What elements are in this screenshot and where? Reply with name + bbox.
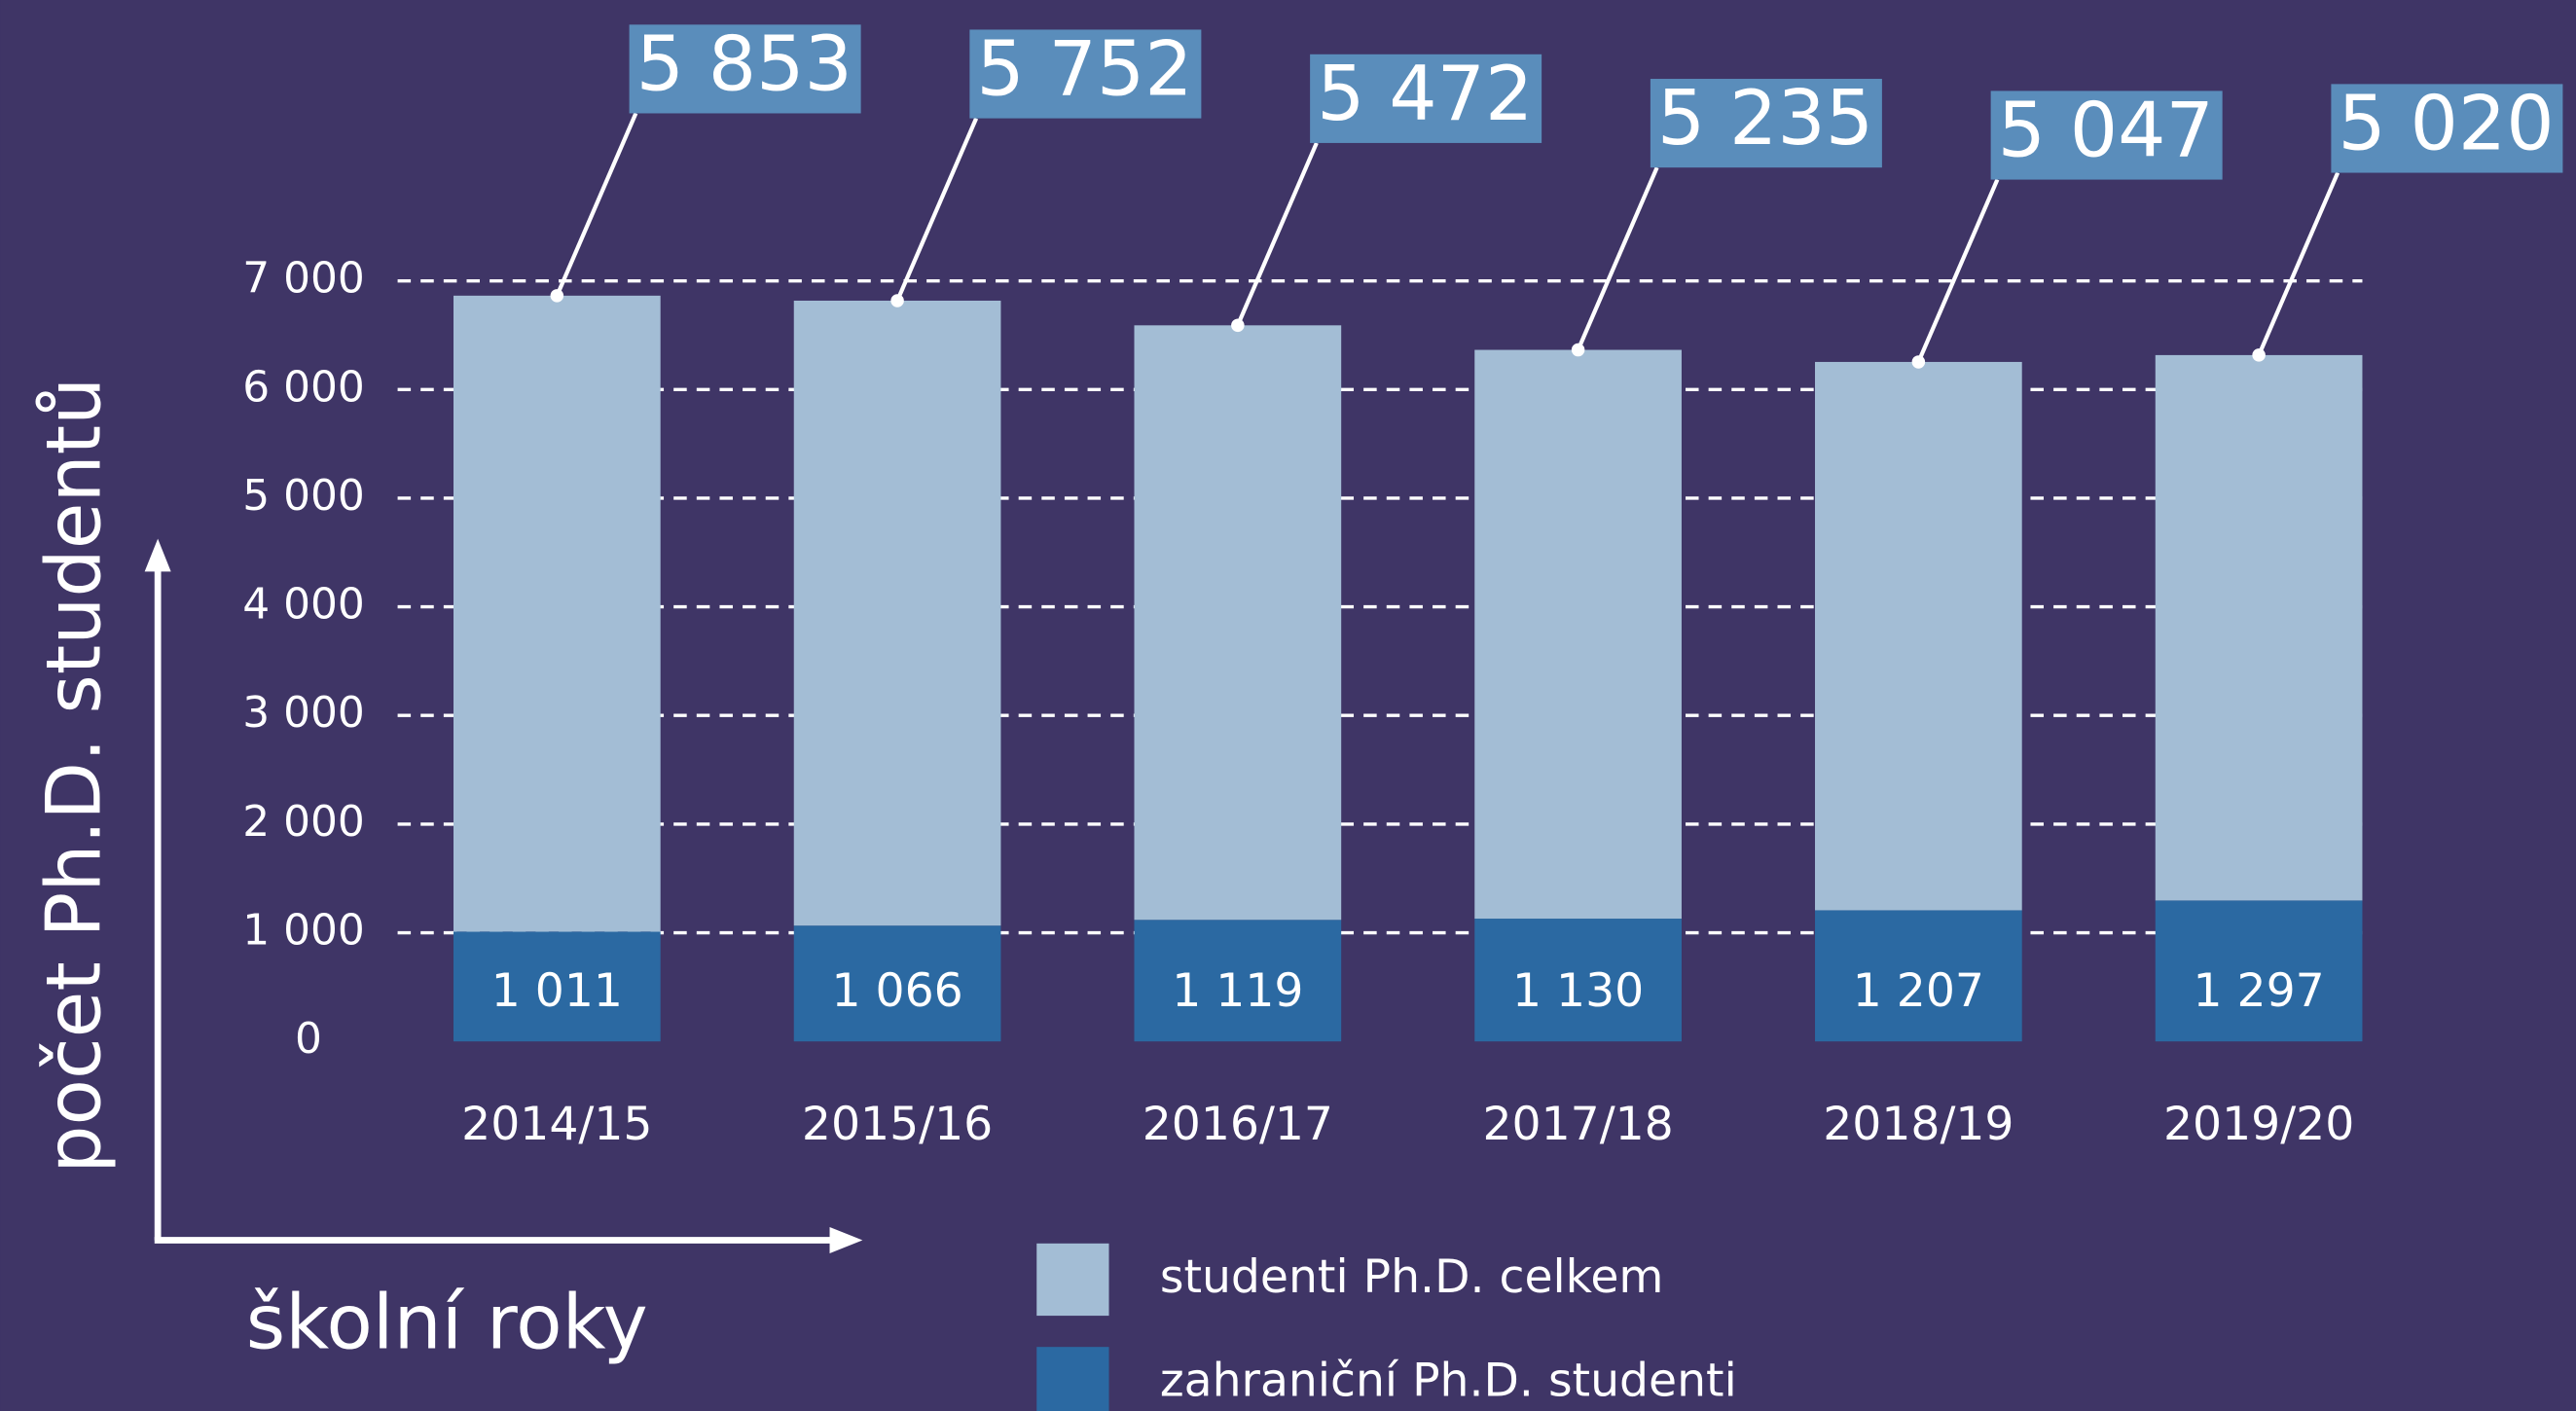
y-tick-label: 4 000 — [242, 580, 365, 630]
bar-segment — [2155, 354, 2363, 901]
bar-segment — [1474, 349, 1682, 920]
bar-segment — [453, 931, 661, 1042]
label-box — [1310, 54, 1542, 143]
value-label: 5 752 — [976, 26, 1192, 114]
x-tick-label: 2015/16 — [802, 1098, 993, 1151]
y-arrow-head — [144, 538, 171, 572]
bar-segment — [453, 295, 661, 932]
legend-swatch — [1036, 1243, 1109, 1317]
y-axis-label: počet Ph.D. studentů — [31, 378, 119, 1174]
value-label: 1 119 — [1172, 964, 1303, 1018]
x-axis-label: školní roky — [246, 1279, 648, 1366]
value-label: 1 297 — [2193, 964, 2324, 1018]
callout-line — [1916, 178, 2000, 363]
bar-segment — [1134, 325, 1342, 921]
callout-dot — [550, 289, 564, 303]
label-box — [1650, 79, 1882, 168]
label-box — [1990, 90, 2223, 180]
callout-dot — [890, 294, 904, 308]
callout-dot — [2252, 348, 2266, 362]
x-tick-label: 2016/17 — [1143, 1098, 1333, 1151]
label-box — [2331, 84, 2563, 173]
bar-segment — [1134, 920, 1342, 1042]
x-tick-label: 2017/18 — [1482, 1098, 1673, 1151]
legend-label: zahraniční Ph.D. studenti — [1160, 1354, 1737, 1407]
y-tick-label: 7 000 — [242, 254, 365, 304]
value-label: 5 235 — [1657, 75, 1873, 163]
label-box — [969, 29, 1202, 119]
legend-swatch — [1036, 1347, 1109, 1411]
value-label: 1 207 — [1853, 964, 1984, 1018]
x-tick-label: 2018/19 — [1823, 1098, 2014, 1151]
bar-segment — [793, 925, 1001, 1042]
value-label: 5 472 — [1317, 51, 1533, 138]
value-label: 1 130 — [1512, 964, 1644, 1018]
y-tick-label: 5 000 — [242, 471, 365, 521]
callout-line — [1235, 142, 1319, 327]
x-tick-label: 2014/15 — [461, 1098, 652, 1151]
y-tick-label: 2 000 — [242, 797, 365, 847]
y-tick-label: 0 — [295, 1014, 322, 1064]
callout-line — [1576, 166, 1659, 351]
x-arrow-head — [829, 1226, 863, 1253]
callout-dot — [1571, 343, 1585, 357]
bar-segment — [793, 300, 1001, 926]
bar-segment — [1815, 910, 2022, 1042]
callout-line — [555, 112, 638, 297]
x-tick-label: 2019/20 — [2163, 1098, 2354, 1151]
legend-label: studenti Ph.D. celkem — [1160, 1250, 1664, 1304]
label-box — [629, 24, 861, 114]
bar-segment — [1815, 361, 2022, 911]
value-label: 5 020 — [2338, 80, 2554, 167]
bar-segment — [2155, 900, 2363, 1042]
y-tick-label: 1 000 — [242, 906, 365, 956]
y-tick-label: 3 000 — [242, 688, 365, 738]
bar-segment — [1474, 919, 1682, 1042]
value-label: 5 853 — [636, 20, 853, 108]
value-label: 5 047 — [1998, 87, 2214, 174]
value-label: 1 011 — [491, 964, 623, 1018]
callout-line — [895, 117, 979, 302]
y-tick-label: 6 000 — [242, 362, 365, 412]
value-label: 1 066 — [831, 964, 962, 1018]
callout-dot — [1911, 355, 1926, 369]
callout-dot — [1231, 318, 1245, 333]
callout-line — [2257, 171, 2340, 356]
